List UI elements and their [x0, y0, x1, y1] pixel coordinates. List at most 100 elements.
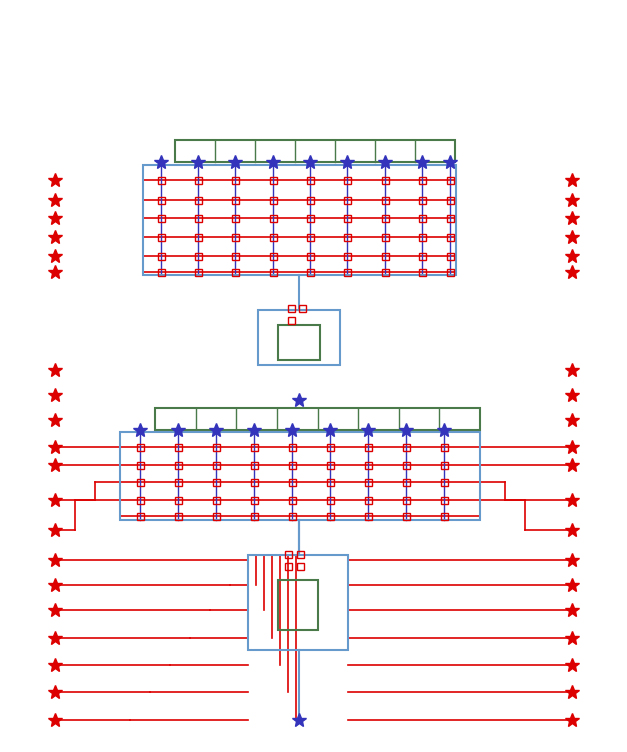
Bar	[344, 234, 350, 241]
Bar	[288, 478, 295, 486]
Bar	[307, 214, 314, 222]
Bar	[381, 196, 389, 204]
Bar	[441, 478, 448, 486]
Bar	[403, 513, 409, 520]
Bar	[174, 496, 181, 504]
Bar	[364, 513, 372, 520]
Bar	[418, 214, 426, 222]
Bar	[327, 513, 334, 520]
Bar	[251, 496, 258, 504]
Bar	[441, 444, 448, 450]
Bar	[446, 177, 453, 183]
Bar	[446, 253, 453, 259]
Bar	[174, 513, 181, 520]
Bar	[194, 177, 201, 183]
Bar	[446, 214, 453, 222]
Bar	[441, 496, 448, 504]
Bar	[270, 214, 277, 222]
Bar	[344, 253, 350, 259]
Bar	[418, 177, 426, 183]
Bar	[288, 513, 295, 520]
Bar	[143, 165, 456, 275]
Bar	[270, 268, 277, 275]
Bar	[157, 253, 164, 259]
Bar	[231, 177, 238, 183]
Bar	[231, 253, 238, 259]
Bar	[307, 196, 314, 204]
Bar	[297, 550, 303, 557]
Bar	[288, 444, 295, 450]
Bar	[194, 268, 201, 275]
Bar	[327, 496, 334, 504]
Bar	[155, 408, 480, 430]
Bar	[327, 478, 334, 486]
Bar	[278, 325, 320, 360]
Bar	[307, 177, 314, 183]
Bar	[288, 462, 295, 468]
Bar	[288, 317, 295, 323]
Bar	[194, 196, 201, 204]
Bar	[364, 444, 372, 450]
Bar	[418, 196, 426, 204]
Bar	[137, 513, 144, 520]
Bar	[364, 478, 372, 486]
Bar	[285, 550, 292, 557]
Bar	[258, 310, 340, 365]
Bar	[174, 444, 181, 450]
Bar	[270, 196, 277, 204]
Bar	[418, 268, 426, 275]
Bar	[231, 234, 238, 241]
Bar	[194, 214, 201, 222]
Bar	[446, 196, 453, 204]
Bar	[194, 234, 201, 241]
Bar	[278, 580, 318, 630]
Bar	[157, 268, 164, 275]
Bar	[137, 462, 144, 468]
Bar	[270, 177, 277, 183]
Bar	[213, 513, 219, 520]
Bar	[327, 462, 334, 468]
Bar	[157, 196, 164, 204]
Bar	[403, 496, 409, 504]
Bar	[364, 496, 372, 504]
Bar	[381, 214, 389, 222]
Bar	[157, 214, 164, 222]
Bar	[403, 478, 409, 486]
Bar	[251, 444, 258, 450]
Bar	[137, 478, 144, 486]
Bar	[231, 268, 238, 275]
Bar	[213, 444, 219, 450]
Bar	[327, 444, 334, 450]
Bar	[441, 513, 448, 520]
Bar	[288, 305, 295, 311]
Bar	[251, 462, 258, 468]
Bar	[297, 562, 303, 569]
Bar	[446, 268, 453, 275]
Bar	[403, 462, 409, 468]
Bar	[248, 555, 348, 650]
Bar	[307, 253, 314, 259]
Bar	[381, 177, 389, 183]
Bar	[270, 234, 277, 241]
Bar	[175, 140, 455, 162]
Bar	[270, 253, 277, 259]
Bar	[344, 268, 350, 275]
Bar	[344, 196, 350, 204]
Bar	[288, 496, 295, 504]
Bar	[231, 196, 238, 204]
Bar	[194, 253, 201, 259]
Bar	[251, 513, 258, 520]
Bar	[344, 214, 350, 222]
Bar	[446, 234, 453, 241]
Bar	[157, 234, 164, 241]
Bar	[344, 177, 350, 183]
Bar	[381, 268, 389, 275]
Bar	[441, 462, 448, 468]
Bar	[418, 234, 426, 241]
Bar	[307, 268, 314, 275]
Bar	[213, 496, 219, 504]
Bar	[231, 214, 238, 222]
Bar	[174, 478, 181, 486]
Bar	[157, 177, 164, 183]
Bar	[364, 462, 372, 468]
